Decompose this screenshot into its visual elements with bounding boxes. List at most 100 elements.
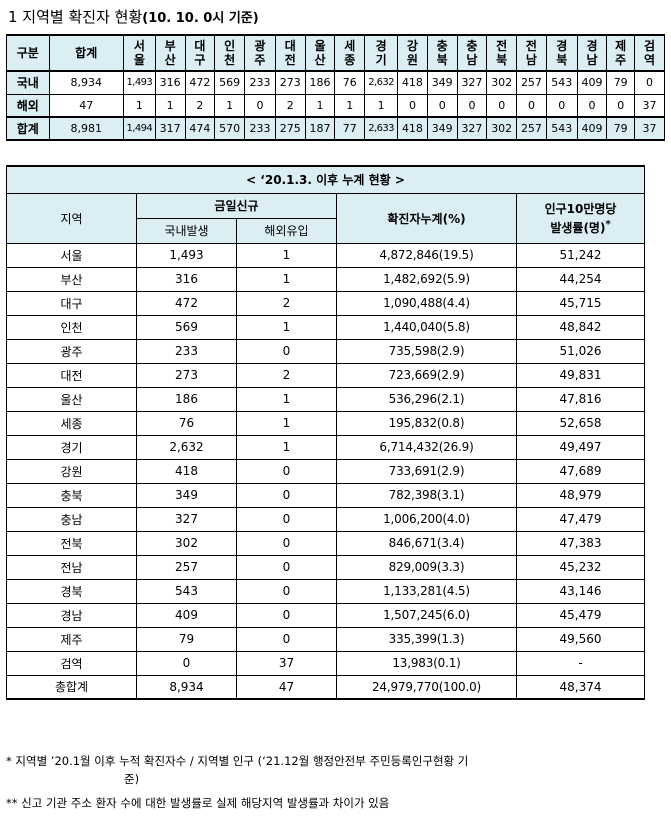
cell-cumulative: 536,296(2.1) — [336, 386, 517, 412]
cell-rate: 45,479 — [515, 602, 646, 628]
header-total: 합계 — [48, 34, 124, 72]
cell-cumulative: 195,832(0.8) — [336, 410, 517, 436]
cell-cumulative: 1,507,245(6.0) — [336, 602, 517, 628]
header-region-char-2: 천 — [224, 53, 236, 67]
cell-rate: 45,232 — [515, 554, 646, 580]
cell-overseas: 1 — [236, 266, 337, 292]
summary-cell: 2,633 — [364, 116, 399, 141]
header-region: 지역 — [6, 192, 137, 244]
header-region-char-2: 북 — [436, 53, 448, 67]
cell-domestic: 257 — [136, 554, 237, 580]
header-region-char-2: 남 — [466, 53, 478, 67]
header-region-char-1: 대 — [284, 39, 296, 53]
header-rate-line1: 인구10만명당 — [544, 201, 617, 216]
table-row: 강원 418 0 733,691(2.9) 47,689 — [6, 458, 646, 484]
summary-cell: 37 — [634, 116, 665, 141]
summary-cell: 1 — [334, 93, 366, 118]
summary-row-label: 국내 — [6, 70, 50, 95]
summary-header-row: 구분 합계 서 울 부 산 대 구 인 천 광 주 대 전 울 산 세 종 경 기 강 원 충 북 충 남 전 북 전 남 경 북 경 남 제 주 검 역 — [6, 34, 665, 72]
summary-cell: 474 — [184, 116, 216, 141]
table-row: 광주 233 0 735,598(2.9) 51,026 — [6, 338, 646, 364]
cell-rate: 49,497 — [515, 434, 646, 460]
footnote-1: * 지역별 ’20.1월 이후 누적 확진자수 / 지역별 인구 (‘21.12… — [6, 753, 468, 769]
cell-domestic: 273 — [136, 362, 237, 388]
summary-cell: 316 — [154, 70, 186, 95]
summary-cell: 233 — [244, 116, 276, 141]
cell-rate: 44,254 — [515, 266, 646, 292]
cell-rate: 49,560 — [515, 626, 646, 652]
summary-cell: 187 — [304, 116, 336, 141]
summary-cell: 409 — [576, 116, 608, 141]
summary-cell: 327 — [456, 70, 488, 95]
summary-row-total: 8,981 — [48, 116, 124, 141]
summary-cell: 1 — [122, 93, 156, 118]
cell-region: 광주 — [6, 338, 137, 364]
summary-cell: 0 — [486, 93, 518, 118]
footnote-2: ** 신고 기관 주소 환자 수에 대한 발생률로 실제 해당지역 발생률과 차… — [6, 795, 389, 811]
summary-cell: 418 — [397, 70, 428, 95]
summary-cell: 472 — [184, 70, 216, 95]
cell-domestic: 233 — [136, 338, 237, 364]
cell-region: 경북 — [6, 578, 137, 604]
cell-domestic: 302 — [136, 530, 237, 556]
cell-cumulative: 733,691(2.9) — [336, 458, 517, 484]
summary-cell: 317 — [154, 116, 186, 141]
cell-overseas: 0 — [236, 338, 337, 364]
summary-cell: 0 — [456, 93, 488, 118]
cell-overseas: 1 — [236, 410, 337, 436]
cell-domestic: 543 — [136, 578, 237, 604]
summary-cell: 257 — [516, 116, 547, 141]
table-row: 제주 79 0 335,399(1.3) 49,560 — [6, 626, 646, 652]
summary-row-label: 합계 — [6, 116, 50, 141]
header-region-char-1: 강 — [406, 39, 418, 53]
cell-rate: 47,816 — [515, 386, 646, 412]
header-region-char-2: 종 — [344, 53, 356, 67]
cell-region: 대전 — [6, 362, 137, 388]
cell-domestic: 186 — [136, 386, 237, 412]
header-region-char-1: 경 — [375, 39, 387, 53]
cell-region: 부산 — [6, 266, 137, 292]
cell-rate: 51,026 — [515, 338, 646, 364]
header-region-char-1: 세 — [344, 39, 356, 53]
cumulative-table: < ‘20.1.3. 이후 누계 현황 > 지역 금일신규 확진자누계(%) 인… — [5, 165, 646, 700]
header-rate-star: * — [605, 218, 611, 230]
cell-domestic: 8,934 — [136, 674, 237, 700]
cell-overseas: 1 — [236, 434, 337, 460]
cell-region: 충남 — [6, 506, 137, 532]
table-row: 대구 472 2 1,090,488(4.4) 45,715 — [6, 290, 646, 316]
footnote-1-line2: 준) — [124, 772, 140, 786]
cell-overseas: 0 — [236, 458, 337, 484]
cell-domestic: 569 — [136, 314, 237, 340]
summary-row-total: 8,934 — [48, 70, 124, 95]
summary-cell: 186 — [304, 70, 336, 95]
cell-region: 세종 — [6, 410, 137, 436]
header-region-char-2: 남 — [525, 53, 537, 67]
cell-overseas: 0 — [236, 626, 337, 652]
summary-cell: 273 — [274, 70, 306, 95]
cell-region: 제주 — [6, 626, 137, 652]
cell-rate: 49,831 — [515, 362, 646, 388]
cell-region: 경남 — [6, 602, 137, 628]
summary-row-total: 47 — [48, 93, 124, 118]
summary-cell: 79 — [606, 116, 635, 141]
cell-cumulative: 1,006,200(4.0) — [336, 506, 517, 532]
cell-domestic: 409 — [136, 602, 237, 628]
header-region-char-1: 경 — [556, 39, 568, 53]
header-region-char-1: 제 — [615, 39, 627, 53]
cell-rate: 43,146 — [515, 578, 646, 604]
summary-cell: 0 — [426, 93, 458, 118]
header-region-char-1: 충 — [436, 39, 448, 53]
footnote-1-line1: * 지역별 ’20.1월 이후 누적 확진자수 / 지역별 인구 (‘21.12… — [6, 754, 469, 768]
summary-cell: 2 — [274, 93, 306, 118]
cell-rate: 47,383 — [515, 530, 646, 556]
